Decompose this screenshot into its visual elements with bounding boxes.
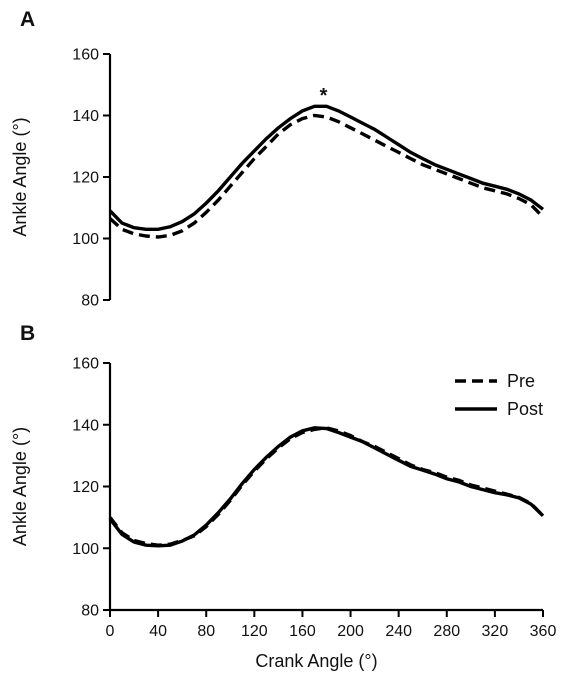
- x-tick-label: 0: [106, 623, 115, 640]
- x-tick-label: 160: [289, 623, 316, 640]
- y-axis-title: Ankle Angle (°): [10, 427, 30, 546]
- series-line-solid: [108, 104, 545, 231]
- panel-label: B: [20, 322, 35, 345]
- series-line-dashed: [108, 113, 545, 239]
- x-tick-label: 320: [482, 623, 509, 640]
- legend-label-pre: Pre: [507, 371, 535, 391]
- y-tick-label: 160: [72, 47, 99, 64]
- x-tick-label: 80: [197, 623, 215, 640]
- x-tick-label: 240: [385, 623, 412, 640]
- y-tick-label: 120: [72, 479, 99, 496]
- significance-annotation: *: [320, 85, 328, 107]
- panel-label: A: [20, 8, 35, 31]
- x-axis-title: Crank Angle (°): [255, 651, 377, 671]
- x-tick-label: 40: [149, 623, 167, 640]
- y-tick-label: 140: [72, 417, 99, 434]
- y-tick-label: 140: [72, 108, 99, 125]
- legend-label-post: Post: [507, 399, 543, 419]
- y-tick-label: 100: [72, 231, 99, 248]
- x-tick-label: 360: [530, 623, 557, 640]
- y-axis-title: Ankle Angle (°): [10, 117, 30, 236]
- series-line-post: [108, 426, 545, 548]
- series-line-pre: [108, 426, 545, 547]
- y-tick-label: 80: [81, 603, 99, 620]
- x-tick-label: 200: [337, 623, 364, 640]
- y-tick-label: 80: [81, 293, 99, 310]
- y-tick-label: 120: [72, 170, 99, 187]
- y-tick-label: 160: [72, 356, 99, 373]
- y-tick-label: 100: [72, 541, 99, 558]
- x-tick-label: 280: [433, 623, 460, 640]
- x-tick-label: 120: [241, 623, 268, 640]
